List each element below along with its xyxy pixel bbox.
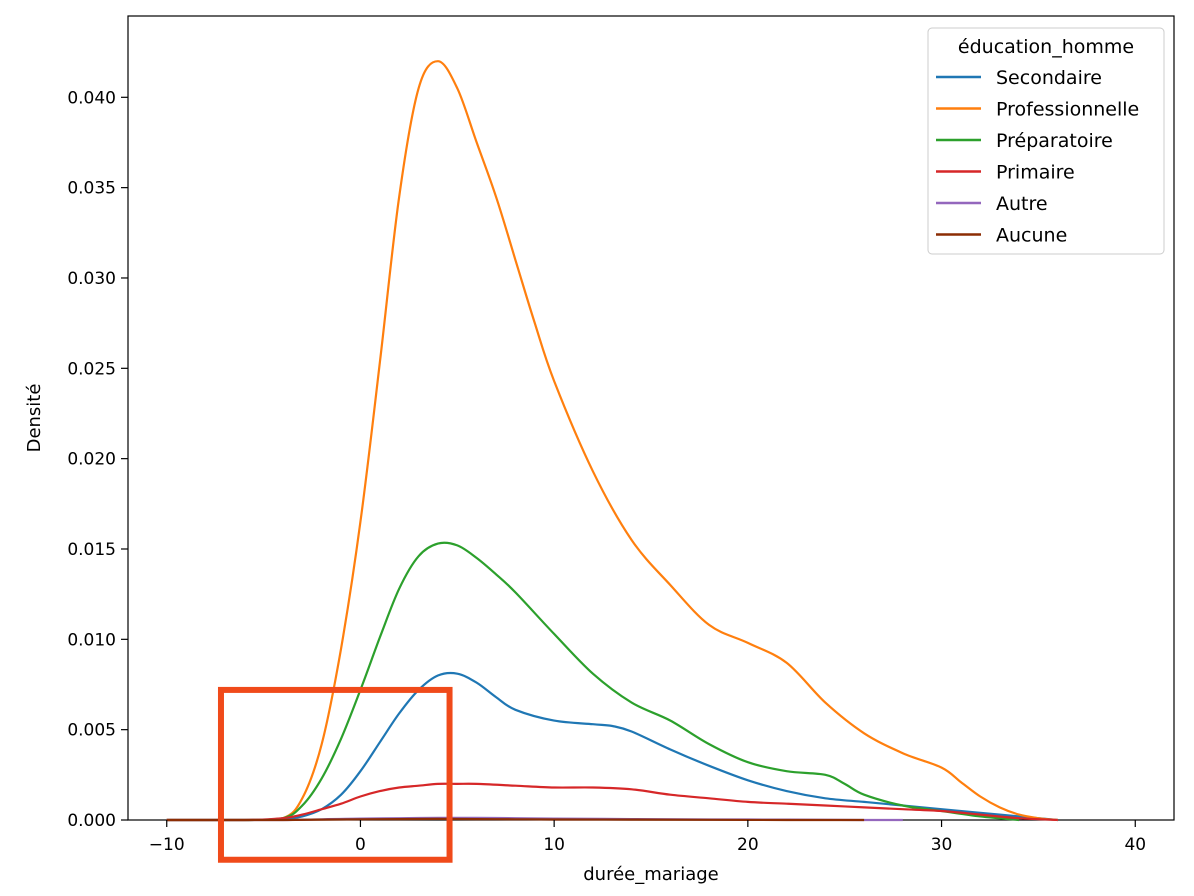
x-tick-label: 40 <box>1124 835 1146 855</box>
y-tick-label: 0.000 <box>67 811 116 831</box>
plot-area <box>127 15 1175 822</box>
legend-label: Secondaire <box>996 67 1102 89</box>
x-axis-ticks: −10 0 10 20 30 40 <box>149 820 1146 855</box>
series-line-2 <box>166 541 1020 822</box>
y-tick-label: 0.010 <box>67 630 116 650</box>
y-tick-label: 0.015 <box>67 540 116 560</box>
highlight-box <box>217 686 453 863</box>
y-tick-label: 0.005 <box>67 721 116 741</box>
legend-item: Professionnelle <box>936 99 1139 121</box>
series-line-0 <box>166 671 1058 822</box>
legend-title: éducation_homme <box>958 36 1134 58</box>
y-axis-label: Densité <box>24 384 45 453</box>
y-tick-label: 0.020 <box>67 450 116 470</box>
series-line-1 <box>166 60 1058 822</box>
legend-label: Autre <box>996 193 1048 215</box>
x-tick-label: 30 <box>931 835 953 855</box>
legend-item: Préparatoire <box>936 130 1113 152</box>
legend-item: Aucune <box>936 225 1067 247</box>
y-tick-label: 0.035 <box>67 179 116 199</box>
legend-label: Préparatoire <box>996 130 1113 152</box>
legend-label: Professionnelle <box>996 99 1139 121</box>
legend-item: Secondaire <box>936 67 1102 89</box>
x-axis-label: durée_mariage <box>583 864 718 885</box>
legend: éducation_homme Secondaire Professionnell… <box>927 27 1165 255</box>
legend-item: Primaire <box>936 162 1075 184</box>
series-line-3 <box>166 782 1058 822</box>
x-tick-label: −10 <box>149 835 185 855</box>
series-layer <box>166 60 1058 822</box>
y-tick-label: 0.030 <box>67 269 116 289</box>
legend-label: Aucune <box>996 225 1067 247</box>
legend-label: Primaire <box>996 162 1075 184</box>
y-tick-label: 0.025 <box>67 359 116 379</box>
legend-frame <box>927 27 1165 255</box>
x-tick-label: 10 <box>543 835 565 855</box>
legend-items: Secondaire Professionnelle Préparatoire Pri… <box>936 67 1139 247</box>
y-tick-label: 0.040 <box>67 88 116 108</box>
legend-item: Autre <box>936 193 1048 215</box>
x-tick-label: 0 <box>355 835 366 855</box>
x-tick-label: 20 <box>737 835 759 855</box>
y-axis-ticks: 0.000 0.005 0.010 0.015 0.020 0.025 0.030 0.035… <box>67 88 128 831</box>
series-line-5 <box>166 817 865 822</box>
